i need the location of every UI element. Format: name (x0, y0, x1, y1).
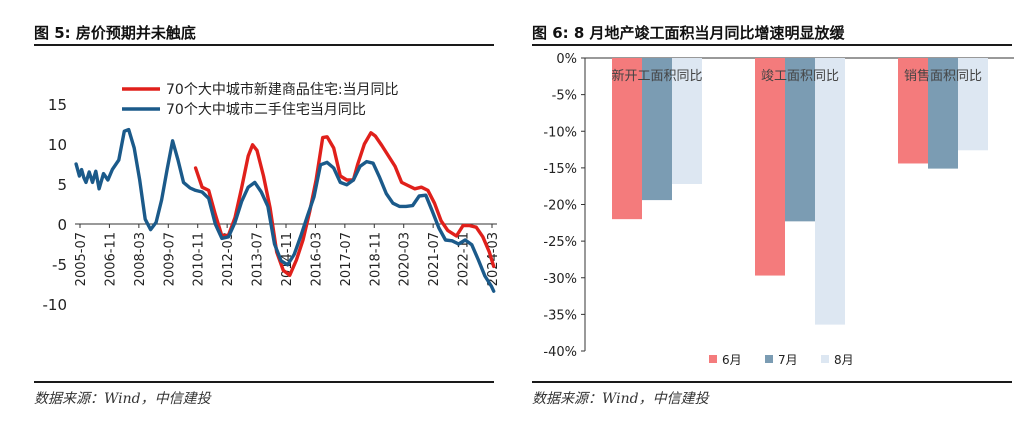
x-tick-label: 2009-07 (162, 232, 177, 286)
bar (785, 58, 815, 222)
legend-label: 7月 (778, 353, 798, 367)
x-tick-label: 2022-11 (457, 232, 472, 286)
y-tick-label: 15 (48, 96, 67, 114)
y-tick-label: 0% (556, 52, 577, 67)
category-label: 新开工面积同比 (611, 68, 702, 84)
x-tick-label: 2017-07 (339, 232, 354, 286)
category-label: 销售面积同比 (904, 68, 982, 84)
legend-swatch (765, 355, 773, 363)
y-tick-label: -40% (543, 345, 577, 360)
line-chart: 15 10 5 0 -5 -10 2005-07 2006-11 2008-03 2009-07 2… (43, 81, 502, 314)
legend-label: 70个大中城市二手住宅当月同比 (166, 101, 366, 118)
y-tick-label: -25% (543, 235, 577, 250)
left-title-rule (34, 44, 494, 46)
right-footer-rule (532, 381, 1012, 383)
left-figure-title: 图 5: 房价预期并未触底 (34, 24, 196, 42)
right-panel: 图 6: 8 月地产竣工面积当月同比增速明显放缓 0% -5% -10% -15% -2… (512, 0, 1024, 439)
right-title-rule (532, 44, 1012, 46)
x-tick-label: 2020-03 (398, 232, 413, 286)
series-line-second-hand (74, 127, 496, 293)
category-label: 竣工面积同比 (761, 69, 839, 84)
x-tick-label: 2012-03 (221, 232, 236, 286)
y-tick-label: -10% (543, 125, 577, 140)
y-tick-label: -35% (543, 308, 577, 323)
y-tick-label: -5 (52, 256, 67, 274)
series-line-new-housing (193, 131, 496, 277)
x-tick-label: 2010-11 (192, 232, 207, 286)
legend-label: 70个大中城市新建商品住宅:当月同比 (166, 81, 399, 98)
x-tick-label: 2008-03 (133, 232, 148, 286)
bar (898, 58, 928, 164)
bar (642, 58, 672, 201)
y-tick-label: 5 (57, 176, 67, 194)
bar (928, 58, 958, 169)
y-tick-label: 0 (57, 216, 67, 234)
bar-chart: 0% -5% -10% -15% -20% -25% -30% -35% -40% 新开工面积同比… (543, 52, 1014, 367)
y-tick-label: -20% (543, 199, 577, 214)
x-tick-label: 2016-03 (309, 232, 324, 286)
bar (958, 58, 988, 151)
legend-swatch (821, 355, 829, 363)
y-tick-label: -5% (552, 89, 577, 104)
bar (755, 58, 785, 276)
left-panel: 图 5: 房价预期并未触底 15 10 5 0 -5 -10 2005-07 2006-11 2… (34, 24, 502, 407)
right-source-note: 数据来源：Wind，中信建投 (532, 391, 709, 407)
x-tick-label: 2013-07 (251, 232, 266, 286)
right-figure-title: 图 6: 8 月地产竣工面积当月同比增速明显放缓 (532, 24, 845, 42)
y-tick-label: -30% (543, 272, 577, 287)
legend-swatch (709, 355, 717, 363)
y-tick-label: 10 (48, 136, 67, 154)
x-tick-label: 2018-11 (368, 232, 383, 286)
left-footer-rule (34, 381, 494, 383)
bar (612, 58, 642, 220)
bar (672, 58, 702, 184)
x-tick-label: 2006-11 (103, 232, 118, 286)
legend-label: 8月 (834, 353, 854, 367)
left-source-note: 数据来源：Wind，中信建投 (34, 391, 211, 407)
y-tick-label: -10 (43, 296, 68, 314)
y-tick-label: -15% (543, 162, 577, 177)
x-tick-label: 2024-03 (486, 232, 501, 286)
legend-label: 6月 (722, 353, 742, 367)
x-tick-label: 2005-07 (74, 232, 89, 286)
x-tick-label: 2021-07 (427, 232, 442, 286)
bar (815, 58, 845, 325)
